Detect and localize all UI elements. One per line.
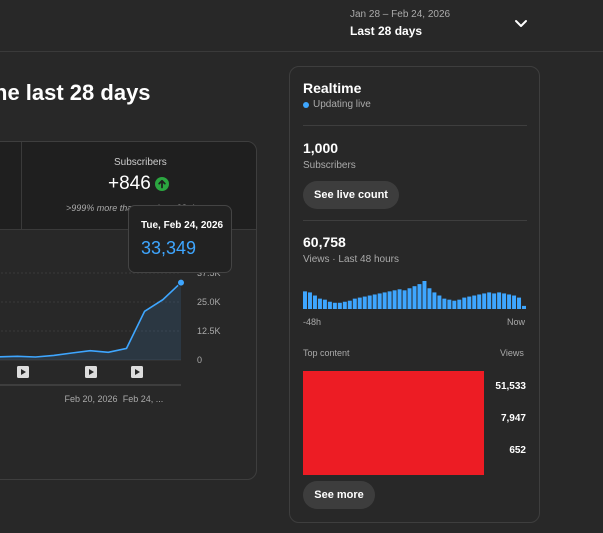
realtime-card: Realtime Updating live 1,000 Subscribers… — [289, 66, 540, 523]
realtime-bar[interactable] — [397, 289, 402, 309]
y-tick-label: 25.0K — [197, 297, 221, 307]
period-selector-label[interactable]: Last 28 days — [350, 24, 423, 38]
realtime-bar[interactable] — [387, 291, 392, 309]
realtime-bar[interactable] — [362, 296, 367, 309]
page-title: he last 28 days — [0, 80, 151, 105]
realtime-bar[interactable] — [377, 293, 382, 309]
series-area — [0, 282, 181, 360]
realtime-bar[interactable] — [457, 299, 462, 309]
realtime-bar[interactable] — [392, 290, 397, 309]
realtime-bar[interactable] — [462, 297, 467, 309]
realtime-bar[interactable] — [472, 295, 477, 309]
realtime-bar[interactable] — [487, 292, 492, 309]
realtime-bar[interactable] — [367, 295, 372, 309]
realtime-bar[interactable] — [327, 301, 332, 309]
realtime-bar[interactable] — [382, 292, 387, 309]
subscribers-metric-label: Subscribers — [114, 157, 167, 168]
realtime-bar[interactable] — [422, 281, 427, 309]
live-status: Updating live — [303, 99, 371, 110]
realtime-bar[interactable] — [303, 291, 307, 309]
bar-axis-start: -48h — [303, 317, 322, 327]
realtime-subscribers-value: 1,000 — [303, 140, 339, 156]
divider — [303, 220, 527, 221]
metric-divider — [21, 142, 22, 230]
realtime-bar[interactable] — [342, 301, 347, 309]
series-line — [0, 282, 182, 358]
top-content-views-3: 652 — [509, 445, 526, 456]
realtime-bar[interactable] — [447, 299, 452, 309]
realtime-bar[interactable] — [442, 298, 447, 309]
realtime-bar[interactable] — [402, 290, 407, 309]
x-tick-label: Feb 24, ... — [123, 394, 164, 404]
video-play-icon[interactable] — [17, 366, 29, 378]
realtime-bar[interactable] — [317, 298, 322, 309]
realtime-bar[interactable] — [477, 294, 482, 309]
realtime-bar[interactable] — [357, 297, 362, 309]
realtime-bar[interactable] — [352, 298, 357, 309]
y-tick-label: 12.5K — [197, 326, 221, 336]
top-content-views-1: 51,533 — [495, 381, 526, 392]
selected-data-point[interactable] — [177, 278, 185, 287]
subscribers-metric-value: +846 — [108, 173, 151, 194]
realtime-title: Realtime — [303, 80, 362, 96]
video-play-icon[interactable] — [85, 366, 97, 378]
realtime-bar[interactable] — [502, 293, 507, 309]
realtime-bar[interactable] — [507, 294, 512, 309]
overview-chart-card: Subscribers +846 >999% more than previou… — [0, 141, 257, 480]
y-tick-label: 0 — [197, 355, 202, 365]
date-range-text: Jan 28 – Feb 24, 2026 — [350, 9, 451, 20]
realtime-bar[interactable] — [427, 288, 432, 309]
realtime-bar[interactable] — [482, 293, 487, 309]
chevron-down-icon[interactable] — [511, 14, 531, 34]
realtime-bar[interactable] — [412, 286, 417, 309]
see-live-count-button[interactable]: See live count — [303, 181, 399, 209]
tooltip-value: 33,349 — [141, 238, 197, 258]
realtime-bar[interactable] — [437, 295, 442, 309]
realtime-bar[interactable] — [517, 297, 522, 309]
live-dot-icon — [303, 101, 309, 108]
tooltip-date: Tue, Feb 24, 2026 — [141, 220, 224, 231]
top-content-label: Top content — [303, 348, 350, 358]
realtime-bar[interactable] — [492, 293, 497, 309]
realtime-bar[interactable] — [337, 302, 342, 309]
realtime-bar[interactable] — [347, 300, 352, 309]
divider — [303, 125, 527, 126]
realtime-bar[interactable] — [522, 305, 526, 309]
realtime-bar-chart[interactable] — [303, 275, 527, 309]
realtime-bar[interactable] — [512, 295, 517, 309]
realtime-bar[interactable] — [312, 295, 317, 309]
redacted-content-thumbnails[interactable] — [303, 371, 484, 475]
realtime-bar[interactable] — [417, 284, 422, 309]
x-tick-label: Feb 20, 2026 — [64, 394, 117, 404]
date-range-bar: Jan 28 – Feb 24, 2026 Last 28 days — [0, 0, 603, 52]
realtime-views-value: 60,758 — [303, 234, 346, 250]
arrow-up-icon — [155, 177, 169, 191]
see-more-button[interactable]: See more — [303, 481, 375, 509]
top-content-views-header: Views — [500, 348, 524, 358]
chart-tooltip: Tue, Feb 24, 2026 33,349 — [128, 205, 232, 273]
realtime-views-label: Views · Last 48 hours — [303, 254, 399, 265]
realtime-bar[interactable] — [497, 292, 502, 309]
realtime-bar[interactable] — [407, 288, 412, 309]
realtime-bar[interactable] — [467, 296, 472, 309]
realtime-bar[interactable] — [452, 300, 457, 309]
bar-axis-end: Now — [507, 317, 526, 327]
video-play-icon[interactable] — [131, 366, 143, 378]
realtime-bar[interactable] — [432, 292, 437, 309]
realtime-bar[interactable] — [332, 302, 337, 309]
top-content-views-2: 7,947 — [500, 413, 526, 424]
realtime-bar[interactable] — [322, 299, 327, 309]
realtime-bar[interactable] — [307, 292, 312, 309]
live-status-text: Updating live — [313, 99, 371, 110]
realtime-bar[interactable] — [372, 294, 377, 309]
realtime-subscribers-label: Subscribers — [303, 160, 356, 171]
y-tick-label: 37.5K — [197, 268, 221, 278]
